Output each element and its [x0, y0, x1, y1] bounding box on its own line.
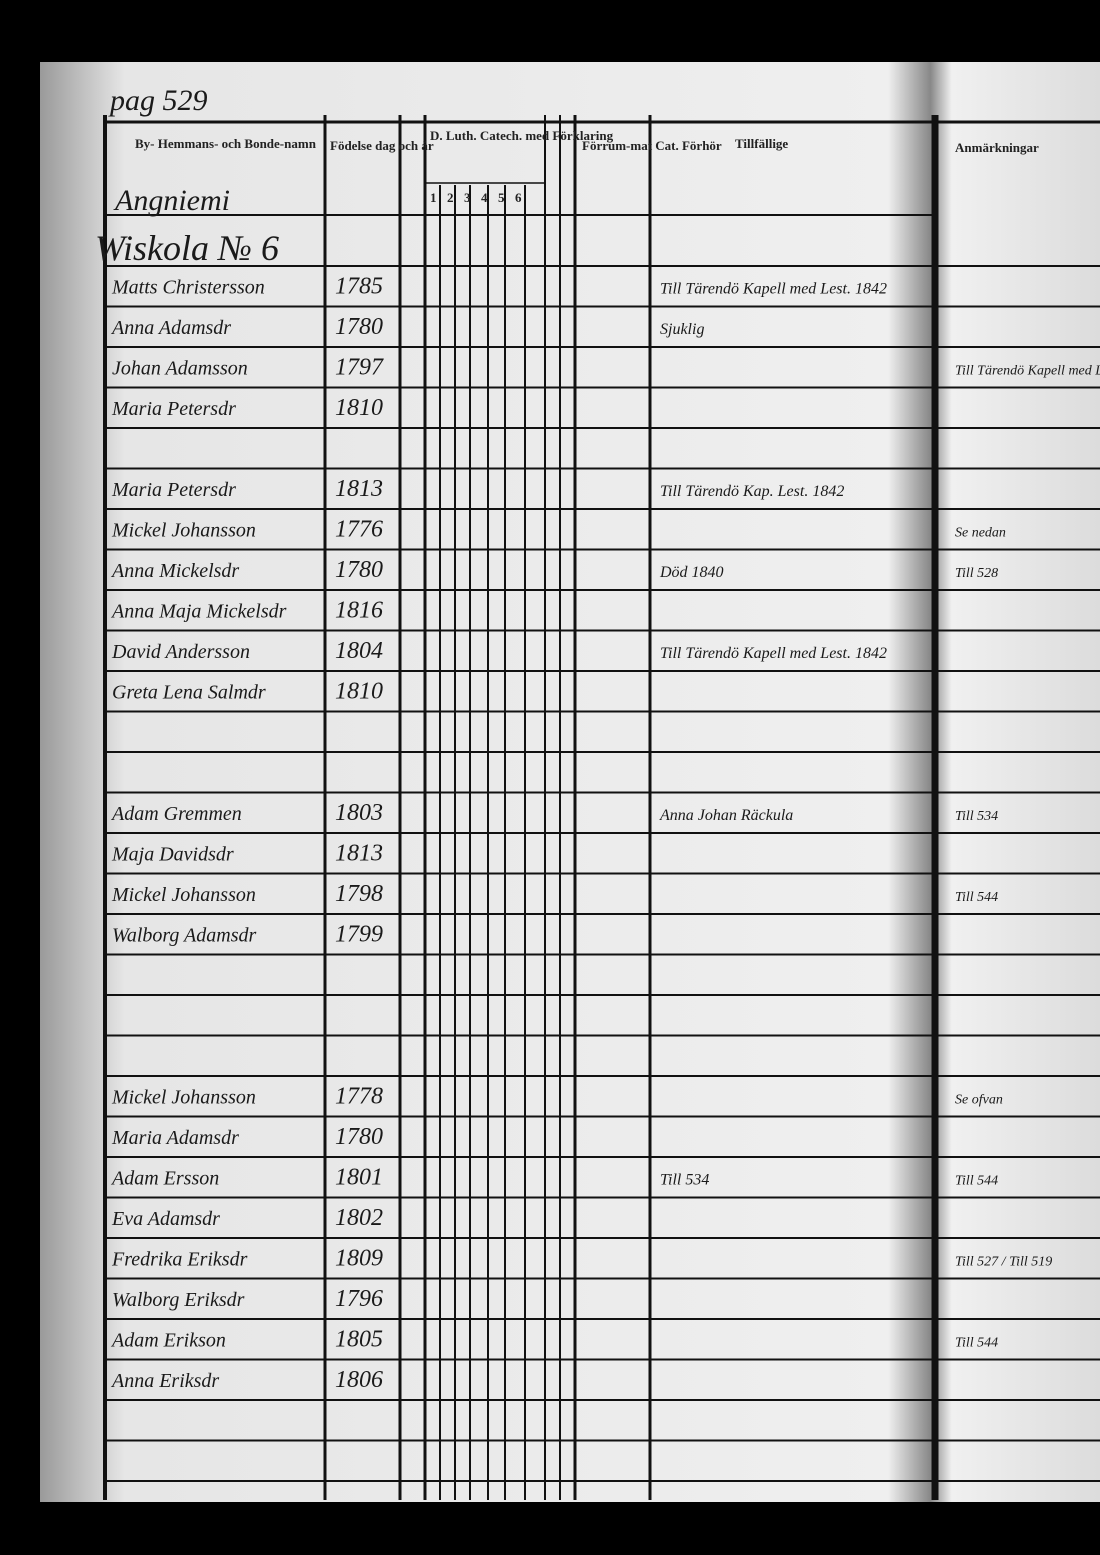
col-catechism: D. Luth. Catech. med Förklaring: [430, 128, 614, 143]
birth-year: 1798: [335, 881, 383, 907]
name: Anna Adamsdr: [110, 317, 231, 339]
birth-year: 1796: [335, 1286, 383, 1312]
remark: Till 544: [955, 890, 998, 905]
note: Till Tärendö Kapell med Lest. 1842: [660, 645, 887, 662]
birth-year: 1809: [335, 1246, 383, 1272]
note: Död 1840: [659, 564, 724, 581]
name: Adam Ersson: [110, 1168, 219, 1190]
birth-year: 1810: [335, 395, 383, 421]
catechism-part: 1: [430, 190, 437, 205]
remark: Se ofvan: [955, 1093, 1003, 1108]
remark: Till 528: [955, 566, 998, 581]
note: Till Tärendö Kap. Lest. 1842: [660, 483, 844, 500]
name: Mickel Johansson: [111, 520, 256, 542]
catechism-part: 5: [498, 190, 505, 205]
name: Walborg Adamsdr: [112, 925, 257, 947]
name: Eva Adamsdr: [111, 1208, 220, 1230]
name: Fredrika Eriksdr: [111, 1249, 248, 1271]
birth-year: 1816: [335, 598, 383, 624]
name: Walborg Eriksdr: [112, 1289, 245, 1311]
remark: Till 534: [955, 809, 998, 824]
birth-year: 1805: [335, 1327, 383, 1353]
birth-year: 1813: [335, 476, 383, 502]
col-names: By- Hemmans- och Bonde-namn: [135, 136, 317, 151]
birth-year: 1785: [335, 274, 383, 300]
birth-year: 1780: [335, 1124, 383, 1150]
catechism-part: 3: [464, 190, 471, 205]
remark: Se nedan: [955, 526, 1006, 541]
village: Angniemi: [113, 184, 230, 217]
name: David Andersson: [111, 641, 250, 663]
birth-year: 1778: [335, 1084, 383, 1110]
name: Maria Adamsdr: [111, 1127, 239, 1149]
name: Anna Maja Mickelsdr: [110, 601, 287, 623]
name: Anna Mickelsdr: [110, 560, 239, 582]
remark: Till 527 / Till 519: [955, 1255, 1052, 1270]
name: Mickel Johansson: [111, 1087, 256, 1109]
paper: [40, 62, 1100, 1502]
name: Maria Petersdr: [111, 398, 236, 420]
birth-year: 1780: [335, 557, 383, 583]
name: Maria Petersdr: [111, 479, 236, 501]
birth-year: 1797: [335, 355, 384, 381]
farm: Wiskola № 6: [95, 228, 279, 268]
birth-year: 1806: [335, 1367, 383, 1393]
birth-year: 1799: [335, 922, 383, 948]
birth-year: 1776: [335, 517, 383, 543]
catechism-part: 2: [447, 190, 454, 205]
col-birth: Födelse dag och år: [330, 138, 434, 153]
name: Adam Gremmen: [110, 803, 242, 825]
catechism-part: 6: [515, 190, 522, 205]
birth-year: 1804: [335, 638, 383, 664]
birth-year: 1801: [335, 1165, 383, 1191]
note: Anna Johan Räckula: [659, 807, 793, 824]
birth-year: 1780: [335, 314, 383, 340]
page-number: pag 529: [108, 84, 208, 117]
col-hearings: Förrum-mat Cat. Förhör: [582, 138, 722, 153]
ruling: [103, 115, 1100, 1500]
name: Matts Christersson: [111, 277, 265, 299]
remark: Till 544: [955, 1174, 998, 1189]
col-temporary: Tillfällige: [735, 136, 788, 151]
name: Johan Adamsson: [112, 358, 248, 380]
note: Till Tärendö Kapell med Lest. 1842: [660, 281, 887, 298]
name: Anna Eriksdr: [110, 1370, 219, 1392]
note: Till 534: [660, 1172, 709, 1189]
name: Mickel Johansson: [111, 884, 256, 906]
col-remarks: Anmärkningar: [955, 140, 1039, 155]
birth-year: 1813: [335, 841, 383, 867]
note: Sjuklig: [660, 321, 704, 338]
remark: Till 544: [955, 1336, 998, 1351]
birth-year: 1802: [335, 1205, 383, 1231]
name: Maja Davidsdr: [111, 844, 234, 866]
name: Adam Erikson: [110, 1330, 226, 1352]
birth-year: 1803: [335, 800, 383, 826]
birth-year: 1810: [335, 679, 383, 705]
name: Greta Lena Salmdr: [112, 682, 266, 704]
remark: Till Tärendö Kapell med Lest.: [955, 364, 1100, 379]
catechism-part: 4: [481, 190, 488, 205]
